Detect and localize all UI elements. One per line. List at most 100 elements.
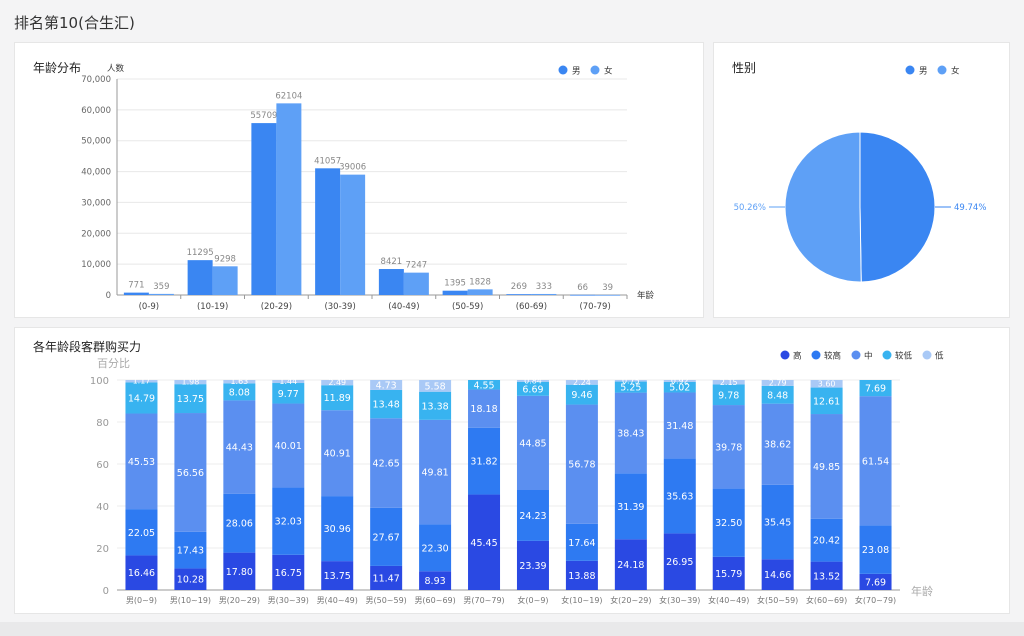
purchase-segment-label: 31.82 <box>470 457 497 468</box>
purchase-bar-segment <box>174 380 207 385</box>
page-title: 排名第10(合生汇) <box>14 14 135 32</box>
purchase-bar-segment <box>810 561 843 590</box>
purchase-x-tick-label: 男(50~59) <box>366 596 407 605</box>
age-bar-value-label: 7247 <box>406 261 428 271</box>
purchase-segment-label: 61.54 <box>862 456 889 467</box>
purchase-segment-label: 5.25 <box>620 383 641 394</box>
purchase-y-tick-label: 60 <box>96 460 109 471</box>
purchase-bar-segment <box>223 400 256 494</box>
purchase-segment-label: 2.24 <box>573 378 591 387</box>
purchase-segment-label: 13.75 <box>177 394 204 405</box>
purchase-bar-segment <box>565 560 598 590</box>
purchase-bar-segment <box>272 383 305 404</box>
purchase-segment-label: 49.81 <box>421 468 448 479</box>
purchase-x-tick-label: 男(10~19) <box>170 596 211 605</box>
purchase-segment-label: 1.63 <box>230 377 248 386</box>
purchase-segment-label: 16.46 <box>128 568 155 579</box>
purchase-bar-segment <box>663 380 696 382</box>
purchase-bar-segment <box>810 387 843 415</box>
purchase-segment-label: 32.03 <box>275 517 302 528</box>
purchase-bar-segment <box>565 384 598 405</box>
purchase-bar-segment <box>614 381 647 393</box>
purchase-segment-label: 12.61 <box>813 396 840 407</box>
age-bar-female <box>403 272 429 295</box>
purchase-x-tick-label: 男(40~49) <box>317 596 358 605</box>
purchase-bar-segment <box>419 571 452 590</box>
purchase-bar-segment <box>419 380 452 392</box>
purchase-x-tick-label: 女(50~59) <box>757 595 798 605</box>
purchase-bar-segment <box>370 389 403 419</box>
purchase-segment-label: 32.50 <box>715 518 742 529</box>
age-bar-value-label: 1828 <box>469 277 491 287</box>
purchase-segment-label: 24.18 <box>617 560 644 571</box>
purchase-segment-label: 0.92 <box>671 376 689 385</box>
age-chart-title: 年龄分布 <box>33 61 82 75</box>
purchase-bar-segment <box>712 405 745 489</box>
purchase-segment-label: 24.23 <box>519 511 546 522</box>
purchase-bar-segment <box>614 539 647 590</box>
purchase-bar-segment <box>370 380 403 390</box>
age-x-tick-label: (10-19) <box>197 302 228 312</box>
purchase-segment-label: 40.01 <box>275 441 302 452</box>
purchase-y-tick-label: 0 <box>103 586 109 597</box>
purchase-bar-segment <box>761 385 794 404</box>
purchase-segment-label: 7.69 <box>865 577 886 588</box>
purchase-bar-segment <box>272 554 305 590</box>
purchase-segment-label: 16.75 <box>275 568 302 579</box>
purchase-legend-label: 较低 <box>895 351 913 362</box>
purchase-bar-segment <box>761 484 794 560</box>
purchase-bar-segment <box>761 380 794 386</box>
purchase-bar-segment <box>125 509 158 556</box>
purchase-bar-segment <box>761 403 794 485</box>
age-bar-female <box>595 294 621 296</box>
purchase-bar-segment <box>174 384 207 414</box>
purchase-segment-label: 35.63 <box>666 491 693 502</box>
purchase-bar-segment <box>516 380 549 382</box>
age-x-tick-label: (70-79) <box>579 302 610 312</box>
purchase-bar-segment <box>419 419 452 525</box>
purchase-segment-label: 31.48 <box>666 421 693 432</box>
purchase-bar-segment <box>516 489 549 541</box>
legend-dot-female <box>937 65 947 75</box>
purchase-legend-dot <box>780 350 790 360</box>
age-x-tick-label: (50-59) <box>452 302 483 312</box>
purchase-segment-label: 44.85 <box>519 438 546 449</box>
purchase-bar-segment <box>712 488 745 557</box>
purchase-segment-label: 22.05 <box>128 528 155 539</box>
purchase-x-tick-label: 女(10~19) <box>561 595 602 605</box>
purchase-segment-label: 7.69 <box>865 384 886 395</box>
age-y-tick-label: 30,000 <box>81 198 111 208</box>
legend-dot-female <box>590 65 600 75</box>
purchase-x-tick-label: 男(60~69) <box>414 596 455 605</box>
purchase-bar-segment <box>272 403 305 488</box>
age-legend-label: 男 <box>572 67 581 77</box>
age-bar-value-label: 8421 <box>381 257 403 267</box>
purchase-segment-label: 1.17 <box>133 377 151 386</box>
purchase-bar-segment <box>370 418 403 508</box>
purchase-bar-segment <box>468 380 501 390</box>
age-bar-male <box>442 290 468 295</box>
purchase-x-axis-label: 年龄 <box>911 584 933 598</box>
age-bar-female <box>148 293 174 295</box>
purchase-y-tick-label: 80 <box>96 418 109 429</box>
purchase-bar-segment <box>468 389 501 428</box>
purchase-bar-segment <box>810 518 843 562</box>
purchase-segment-label: 14.66 <box>764 570 791 581</box>
purchase-legend-dot <box>922 350 932 360</box>
purchase-bar-segment <box>223 380 256 384</box>
purchase-bar-segment <box>174 531 207 569</box>
purchase-segment-label: 13.88 <box>568 571 595 582</box>
purchase-bar-segment <box>468 494 501 590</box>
purchase-segment-label: 22.30 <box>421 543 448 554</box>
age-bar-value-label: 359 <box>153 282 169 292</box>
purchase-segment-label: 9.46 <box>571 390 592 401</box>
purchase-legend-label: 较高 <box>824 351 841 362</box>
purchase-bar-segment <box>712 556 745 590</box>
age-bar-male <box>123 292 149 295</box>
age-x-axis-label: 年龄 <box>637 290 655 301</box>
purchase-segment-label: 5.02 <box>669 383 690 394</box>
purchase-segment-label: 8.08 <box>229 387 250 398</box>
legend-dot-male <box>558 65 568 75</box>
purchase-bar-segment <box>516 395 549 490</box>
age-bar-male <box>570 294 596 296</box>
